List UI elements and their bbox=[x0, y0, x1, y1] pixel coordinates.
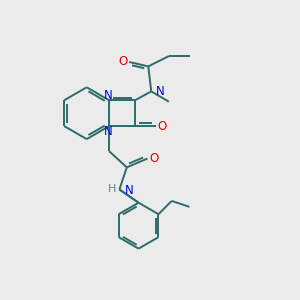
Text: H: H bbox=[107, 184, 116, 194]
Text: O: O bbox=[158, 120, 167, 133]
Text: N: N bbox=[104, 125, 113, 138]
Text: O: O bbox=[118, 56, 127, 68]
Text: N: N bbox=[156, 85, 164, 98]
Text: O: O bbox=[149, 152, 158, 165]
Text: N: N bbox=[104, 89, 113, 102]
Text: N: N bbox=[124, 184, 133, 197]
